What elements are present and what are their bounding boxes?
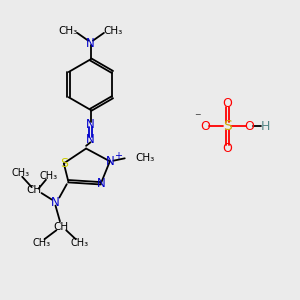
Text: ⁻: ⁻ bbox=[194, 111, 201, 124]
Text: H: H bbox=[260, 120, 270, 133]
Text: CH₃: CH₃ bbox=[70, 238, 88, 248]
Text: O: O bbox=[222, 98, 232, 110]
Text: O: O bbox=[200, 120, 210, 133]
Text: CH₃: CH₃ bbox=[58, 26, 78, 35]
Text: CH₃: CH₃ bbox=[12, 168, 30, 178]
Text: N: N bbox=[106, 155, 114, 168]
Text: CH₃: CH₃ bbox=[103, 26, 122, 35]
Text: CH: CH bbox=[53, 222, 68, 232]
Text: CH₃: CH₃ bbox=[32, 238, 51, 248]
Text: O: O bbox=[222, 142, 232, 155]
Text: N: N bbox=[86, 133, 95, 146]
Text: S: S bbox=[223, 119, 232, 133]
Text: O: O bbox=[244, 120, 254, 133]
Text: N: N bbox=[50, 196, 59, 208]
Text: CH₃: CH₃ bbox=[39, 171, 57, 181]
Text: N: N bbox=[86, 37, 95, 50]
Text: +: + bbox=[114, 151, 122, 161]
Text: S: S bbox=[60, 157, 68, 170]
Text: N: N bbox=[97, 177, 105, 190]
Text: CH₃: CH₃ bbox=[135, 153, 154, 163]
Text: CH: CH bbox=[26, 185, 42, 195]
Text: N: N bbox=[86, 118, 95, 131]
